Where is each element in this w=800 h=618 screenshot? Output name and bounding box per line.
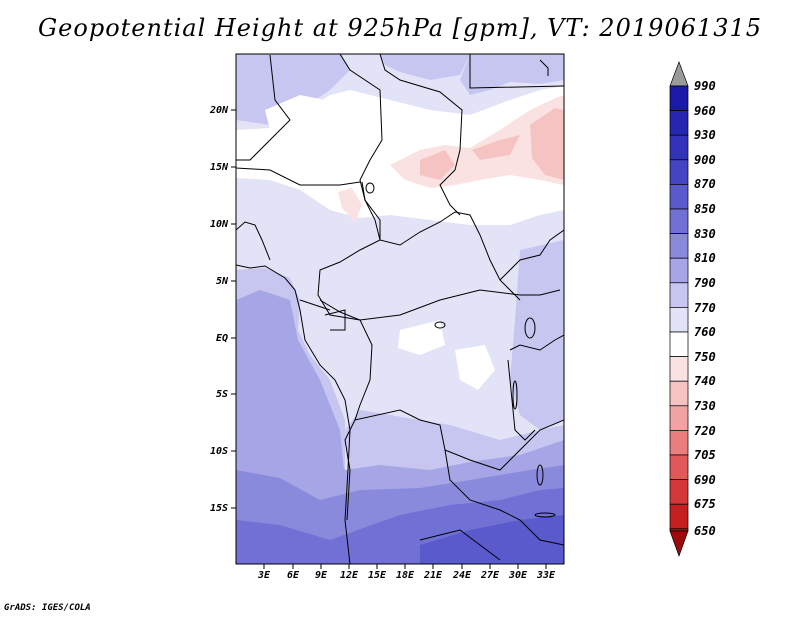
colorbar-swatch [669, 159, 689, 185]
x-tick-label: 6E [287, 570, 300, 581]
colorbar-label: 690 [694, 473, 716, 487]
y-tick: 15N [210, 162, 236, 173]
x-tick: 12E [340, 564, 359, 581]
x-tick-label: 15E [368, 570, 387, 581]
colorbar-label: 930 [694, 128, 716, 142]
country-borders [236, 54, 564, 564]
colorbar-swatch [669, 503, 689, 530]
colorbar-label: 770 [694, 301, 716, 315]
colorbar-label: 850 [694, 202, 716, 216]
colorbar-swatch [669, 282, 689, 308]
credit-text: GrADS: IGES/COLA [4, 603, 91, 613]
x-tick-label: 12E [340, 570, 359, 581]
colorbar-swatch [669, 479, 689, 505]
x-tick-label: 9E [315, 570, 328, 581]
colorbar-label: 740 [694, 374, 716, 388]
y-tick-label: 15N [210, 162, 229, 173]
colorbar-label: 720 [694, 424, 716, 438]
map-frame [235, 53, 565, 565]
colorbar-arrow-bottom [669, 530, 689, 558]
height-field [236, 54, 564, 564]
colorbar-label: 730 [694, 399, 716, 413]
x-tick-label: 33E [536, 570, 556, 581]
y-tick: 5N [216, 276, 236, 287]
y-tick-label: 10N [210, 219, 229, 230]
colorbar-swatch [669, 307, 689, 333]
colorbar-swatch [669, 110, 689, 136]
y-tick-label: 10S [210, 446, 228, 457]
x-tick: 15E [368, 564, 387, 581]
colorbar-label: 870 [694, 177, 716, 191]
colorbar-label: 790 [694, 276, 716, 290]
y-tick-label: 20N [209, 105, 229, 116]
colorbar-label: 810 [694, 251, 716, 265]
colorbar-arrow-top [669, 61, 689, 87]
y-tick: 5S [216, 389, 236, 400]
colorbar-swatch [669, 208, 689, 234]
x-tick: 6E [287, 564, 300, 581]
x-tick: 33E [536, 564, 556, 581]
y-tick: 10N [210, 219, 236, 230]
colorbar-label: 675 [694, 497, 716, 511]
colorbar-swatch [669, 380, 689, 407]
colorbar-label: 750 [694, 350, 716, 364]
y-tick: 15S [210, 503, 236, 514]
x-tick: 18E [396, 564, 415, 581]
x-tick-label: 30E [508, 570, 528, 581]
x-tick-label: 21E [423, 570, 443, 581]
colorbar-label: 990 [694, 79, 716, 93]
x-tick-label: 24E [452, 570, 472, 581]
y-tick: 20N [209, 105, 236, 116]
y-tick-label: 5N [216, 276, 229, 287]
x-axis: 3E 6E 9E 12E 15E 18E 21E 24E 27E 30E 33E [257, 564, 556, 581]
lakes [365, 182, 556, 518]
x-tick-label: 3E [257, 570, 271, 581]
colorbar-swatch [669, 430, 689, 456]
colorbar-swatch [669, 233, 689, 259]
y-tick-label: 5S [216, 389, 228, 400]
colorbar-swatch [669, 356, 689, 382]
x-tick: 30E [508, 564, 528, 581]
x-tick: 3E [257, 564, 271, 581]
chart-title: Geopotential Height at 925hPa [gpm], VT:… [38, 14, 762, 42]
colorbar-label: 650 [694, 524, 716, 538]
x-tick-label: 27E [480, 570, 500, 581]
colorbar-swatch [669, 184, 689, 210]
y-axis: 20N 15N 10N 5N EQ 5S 10S 15S [209, 105, 236, 514]
y-tick: 10S [210, 446, 236, 457]
colorbar-swatch [669, 85, 689, 111]
colorbar-swatch [669, 454, 689, 480]
y-tick-label: EQ [216, 333, 228, 344]
y-tick: EQ [216, 333, 236, 344]
x-tick: 9E [315, 564, 328, 581]
colorbar-swatch [669, 331, 689, 357]
colorbar-label: 760 [694, 325, 716, 339]
colorbar-swatch [669, 405, 689, 431]
colorbar-label: 830 [694, 227, 716, 241]
colorbar-swatch [669, 134, 689, 161]
colorbar-label: 960 [694, 104, 716, 118]
x-tick: 27E [480, 564, 500, 581]
x-tick: 24E [452, 564, 472, 581]
y-tick-label: 15S [210, 503, 228, 514]
colorbar-swatch [669, 257, 689, 284]
x-tick: 21E [423, 564, 443, 581]
x-tick-label: 18E [396, 570, 415, 581]
colorbar-labels: 990 960 930 900 870 850 830 810 790 770 … [694, 79, 716, 538]
colorbar-label: 705 [694, 448, 716, 462]
colorbar [669, 61, 689, 558]
colorbar-label: 900 [694, 153, 716, 167]
